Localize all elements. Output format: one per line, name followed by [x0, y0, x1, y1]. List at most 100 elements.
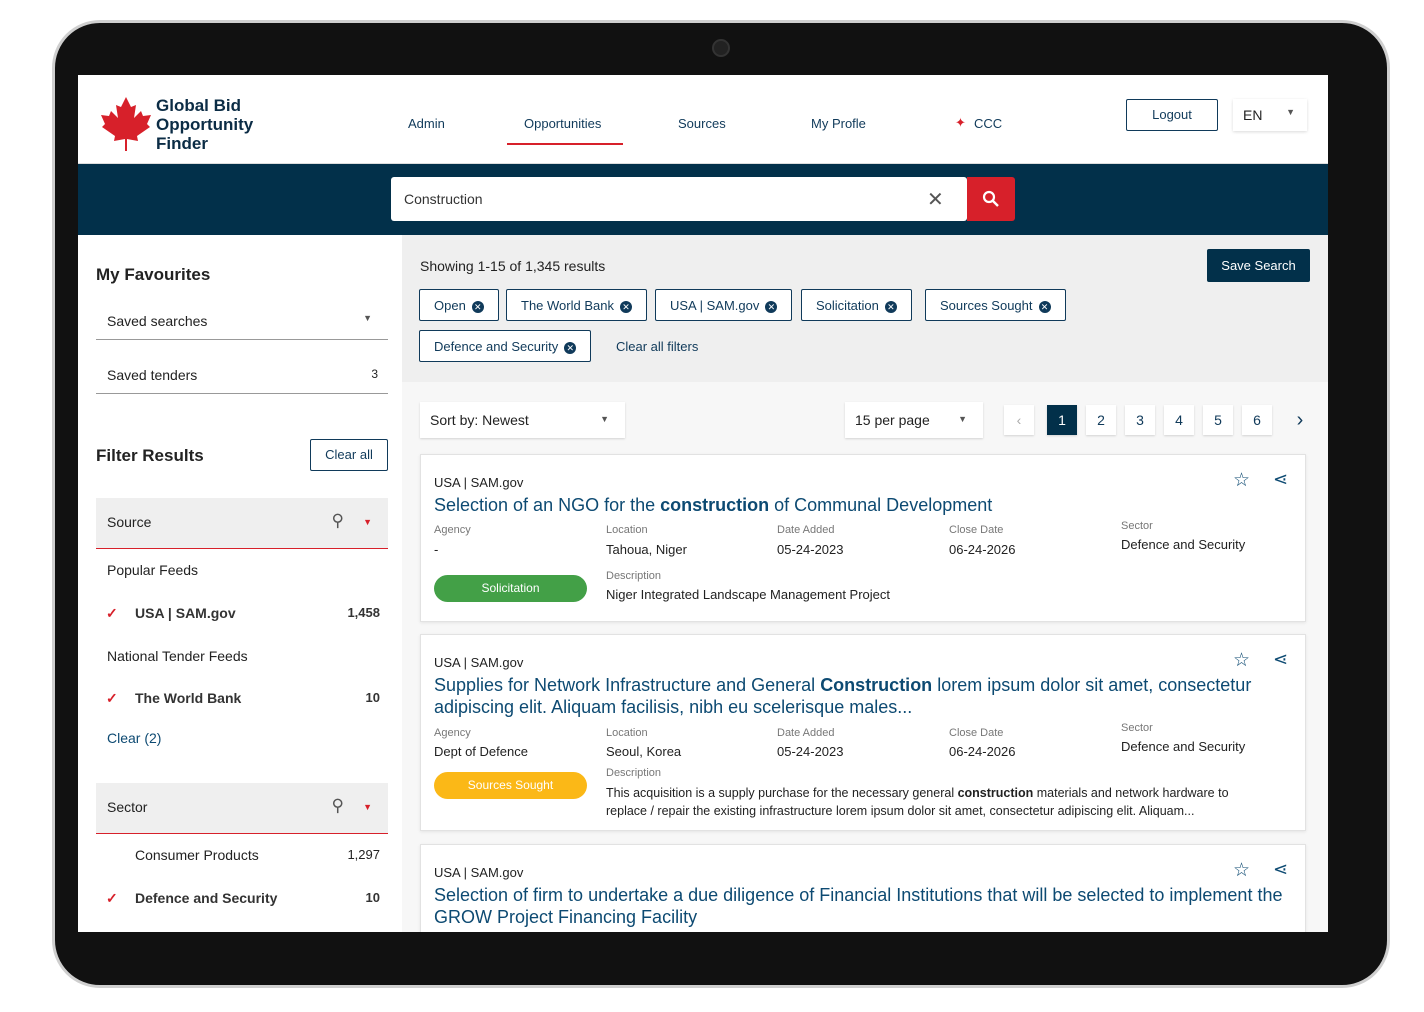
result-title[interactable]: Supplies for Network Infrastructure and … [434, 674, 1285, 718]
clear-source-link[interactable]: Clear (2) [107, 730, 162, 746]
remove-icon[interactable]: ✕ [619, 301, 632, 313]
page-4[interactable]: 4 [1164, 405, 1194, 435]
search-band: Construction ✕ [78, 164, 1328, 235]
result-card[interactable]: USA | SAM.gov ☆ ⋖ Selection of firm to u… [420, 844, 1306, 932]
filter-chip-open[interactable]: Open ✕ [419, 289, 499, 321]
title-keyword: construction [660, 495, 770, 515]
result-source: USA | SAM.gov [434, 475, 524, 490]
saved-searches-dropdown[interactable]: Saved searches ▼ [96, 313, 388, 340]
check-icon: ✓ [106, 605, 118, 621]
nav-sources[interactable]: Sources [678, 116, 726, 131]
date-added-value: 05-24-2023 [777, 542, 844, 557]
saved-tenders[interactable]: Saved tenders 3 [96, 367, 388, 394]
save-search-button[interactable]: Save Search [1207, 249, 1310, 282]
search-input[interactable]: Construction ✕ [391, 177, 1015, 221]
maple-leaf-icon: ✦ [955, 115, 966, 130]
nav-admin[interactable]: Admin [408, 116, 445, 131]
page-2[interactable]: 2 [1086, 405, 1116, 435]
filter-option-world-bank[interactable]: ✓ The World Bank 10 [96, 690, 388, 706]
filter-chip-sam-gov[interactable]: USA | SAM.gov ✕ [655, 289, 793, 321]
remove-icon[interactable]: ✕ [1038, 301, 1051, 313]
clear-icon[interactable]: ✕ [927, 189, 944, 211]
sidebar: My Favourites Saved searches ▼ Saved tend… [78, 235, 402, 932]
maple-leaf-icon [101, 97, 151, 151]
chip-label: The World Bank [521, 298, 614, 313]
filter-option-count: 10 [365, 690, 380, 705]
active-tab-indicator [507, 143, 623, 145]
result-source: USA | SAM.gov [434, 865, 524, 880]
caret-down-icon: ▼ [600, 414, 609, 424]
national-feeds-label: National Tender Feeds [107, 648, 248, 664]
filter-option-sam-gov[interactable]: ✓ USA | SAM.gov 1,458 [96, 605, 388, 621]
page-6[interactable]: 6 [1242, 405, 1272, 435]
date-added-label: Date Added [777, 524, 835, 536]
chip-label: Defence and Security [434, 339, 559, 354]
sort-select[interactable]: Sort by: Newest ▼ [420, 402, 625, 438]
caret-down-icon[interactable]: ▼ [363, 802, 372, 812]
description: This acquisition is a supply purchase fo… [606, 784, 1265, 820]
prev-page-button[interactable]: ‹ [1004, 405, 1034, 435]
date-added-label: Date Added [777, 727, 835, 739]
search-button[interactable] [967, 177, 1015, 221]
clear-all-button[interactable]: Clear all [310, 439, 388, 471]
filter-chip-defence[interactable]: Defence and Security ✕ [419, 330, 592, 362]
search-icon [982, 190, 999, 207]
filter-option-consumer-products[interactable]: Consumer Products 1,297 [96, 847, 388, 863]
remove-icon[interactable]: ✕ [564, 342, 577, 354]
caret-down-icon: ▼ [363, 313, 372, 323]
saved-searches-label: Saved searches [107, 313, 208, 329]
search-icon[interactable]: ⚲ [331, 511, 344, 530]
star-icon[interactable]: ☆ [1233, 650, 1251, 671]
favourites-title: My Favourites [96, 265, 211, 284]
filter-title: Filter Results [96, 446, 204, 465]
star-icon[interactable]: ☆ [1233, 860, 1251, 881]
filter-option-label: USA | SAM.gov [135, 605, 236, 621]
filter-chip-sources-sought[interactable]: Sources Sought ✕ [925, 289, 1066, 321]
filter-option-count: 1,297 [347, 847, 380, 862]
per-page-select[interactable]: 15 per page ▼ [845, 402, 983, 438]
description-text: Niger Integrated Landscape Management Pr… [606, 587, 891, 602]
location-value: Seoul, Korea [606, 744, 682, 759]
agency-label: Agency [434, 524, 471, 536]
logout-button[interactable]: Logout [1126, 99, 1218, 131]
filter-chip-world-bank[interactable]: The World Bank ✕ [506, 289, 647, 321]
sector-filter-label: Sector [107, 799, 148, 815]
status-badge: Solicitation [434, 575, 587, 602]
share-icon[interactable]: ⋖ [1273, 859, 1289, 879]
result-card[interactable]: USA | SAM.gov ☆ ⋖ Selection of an NGO fo… [420, 454, 1306, 622]
chip-label: Open [434, 298, 466, 313]
page-5[interactable]: 5 [1203, 405, 1233, 435]
page-3[interactable]: 3 [1125, 405, 1155, 435]
nav-my-profile[interactable]: My Profle [811, 116, 866, 131]
nav-opportunities[interactable]: Opportunities [524, 116, 602, 131]
search-icon[interactable]: ⚲ [331, 796, 344, 815]
clear-all-filters-link[interactable]: Clear all filters [616, 339, 699, 354]
brand-name-line: Global Bid [156, 96, 241, 115]
remove-icon[interactable]: ✕ [884, 301, 897, 313]
result-card[interactable]: USA | SAM.gov ☆ ⋖ Supplies for Network I… [420, 634, 1306, 831]
filter-option-defence[interactable]: ✓ Defence and Security 10 [96, 890, 388, 906]
remove-icon[interactable]: ✕ [765, 301, 778, 313]
star-icon[interactable]: ☆ [1233, 470, 1251, 491]
caret-down-icon[interactable]: ▼ [363, 517, 372, 527]
share-icon[interactable]: ⋖ [1273, 649, 1289, 669]
sort-value: Sort by: Newest [430, 412, 529, 428]
share-icon[interactable]: ⋖ [1273, 469, 1289, 489]
header: Global Bid Opportunity Finder Admin Opport… [78, 75, 1328, 164]
remove-icon[interactable]: ✕ [471, 301, 484, 313]
result-title[interactable]: Selection of firm to undertake a due dil… [434, 885, 1283, 927]
sector-label: Sector [1121, 520, 1153, 532]
sector-filter-header[interactable]: Sector ⚲ ▼ [96, 783, 388, 834]
close-date-label: Close Date [949, 727, 1004, 739]
nav-ccc[interactable]: CCC [974, 116, 1003, 131]
result-title[interactable]: Selection of an NGO for the construction… [434, 494, 1285, 516]
language-select[interactable]: EN ▼ [1233, 99, 1307, 131]
source-filter-header[interactable]: Source ⚲ ▼ [96, 498, 388, 549]
next-page-button[interactable]: › [1296, 409, 1304, 431]
brand-name[interactable]: Global Bid Opportunity Finder [156, 96, 253, 153]
filter-chip-solicitation[interactable]: Solicitation ✕ [801, 289, 912, 321]
page-1[interactable]: 1 [1047, 405, 1077, 435]
source-filter-label: Source [107, 514, 152, 530]
saved-tenders-count: 3 [371, 367, 378, 381]
per-page-value: 15 per page [855, 412, 930, 428]
